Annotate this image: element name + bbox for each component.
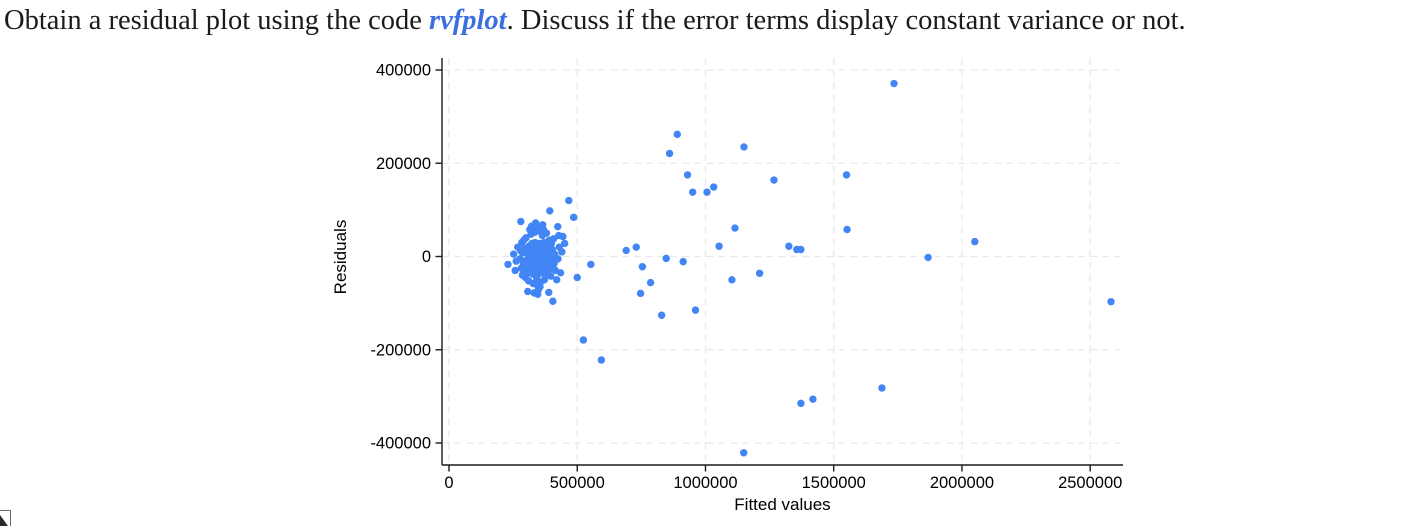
- y-tick-label: 400000: [376, 62, 431, 80]
- scatter-point: [587, 260, 595, 269]
- scatter-point: [665, 149, 674, 158]
- question-text: Obtain a residual plot using the code rv…: [4, 2, 1402, 40]
- scatter-point: [519, 259, 528, 268]
- scatter-point: [715, 242, 723, 250]
- scatter-point: [657, 311, 666, 319]
- scatter-point: [517, 217, 525, 226]
- scatter-point: [691, 306, 700, 314]
- scatter-point: [809, 395, 817, 403]
- scatter-point: [524, 287, 532, 296]
- scatter-point: [636, 289, 645, 298]
- scatter-point: [545, 288, 553, 297]
- scatter-point: [556, 269, 565, 277]
- scatter-point: [842, 171, 851, 179]
- scatter-point: [785, 242, 793, 250]
- question-code-rvfplot: rvfplot: [429, 5, 507, 36]
- scatter-point: [520, 266, 529, 275]
- x-tick-label: 500000: [550, 474, 605, 492]
- x-tick-label: 2000000: [930, 474, 994, 492]
- scatter-point: [565, 196, 573, 205]
- scatter-point: [924, 253, 932, 262]
- scatter-point: [522, 234, 530, 242]
- scatter-point: [521, 244, 529, 252]
- scatter-point: [683, 171, 692, 179]
- x-axis-title: Fitted values: [734, 495, 830, 514]
- scatter-point: [740, 143, 748, 151]
- x-tick-label: 1500000: [802, 474, 866, 492]
- scatter-point: [679, 257, 687, 266]
- scatter-point: [597, 356, 606, 364]
- scatter-point: [890, 79, 898, 88]
- scatter-point: [688, 188, 697, 196]
- scatter-point: [534, 290, 542, 298]
- scatter-point: [673, 130, 681, 139]
- scatter-point: [511, 266, 519, 275]
- y-tick-label: -400000: [370, 435, 431, 453]
- scatter-point: [554, 222, 562, 231]
- scatter-point: [554, 255, 562, 263]
- x-tick-label: 0: [444, 474, 453, 492]
- question-text-before: Obtain a residual plot using the code: [4, 5, 430, 36]
- scatter-point: [728, 276, 736, 284]
- scatter-point: [549, 297, 557, 305]
- scatter-point: [573, 273, 581, 282]
- scatter-point: [538, 221, 547, 229]
- scatter-point: [709, 183, 718, 191]
- scatter-point: [512, 257, 520, 265]
- scatter-point: [646, 278, 655, 287]
- scatter-point: [878, 384, 886, 392]
- x-tick-label: 1000000: [673, 474, 737, 492]
- scatter-point: [739, 449, 748, 457]
- scatter-point: [509, 250, 518, 258]
- scatter-point: [731, 224, 739, 232]
- clipped-corner-glyph: [0, 515, 8, 526]
- y-tick-label: 0: [422, 248, 431, 266]
- scatter-point: [546, 207, 554, 215]
- scatter-point: [632, 243, 640, 251]
- scatter-point: [770, 176, 778, 184]
- scatter-point: [843, 225, 851, 234]
- scatter-point: [559, 232, 567, 241]
- scatter-point: [755, 269, 764, 277]
- scatter-point: [662, 254, 670, 263]
- question-text-after: . Discuss if the error terms display con…: [506, 5, 1186, 36]
- scatter-point: [638, 263, 647, 271]
- scatter-point: [569, 213, 578, 222]
- scatter-point: [540, 276, 549, 284]
- scatter-point: [703, 188, 711, 196]
- scatter-point: [1107, 298, 1115, 306]
- scatter-point: [558, 248, 566, 256]
- scatter-point: [504, 260, 512, 269]
- scatter-point: [797, 245, 805, 254]
- scatter-point: [622, 246, 630, 255]
- scatter-point: [797, 399, 805, 408]
- scatter-point: [579, 336, 588, 344]
- scatter-point: [560, 239, 569, 248]
- y-tick-label: -200000: [370, 341, 431, 359]
- scatter-point: [514, 243, 522, 251]
- x-tick-label: 2500000: [1058, 474, 1122, 492]
- clipped-corner-icon: [0, 510, 11, 526]
- y-tick-label: 200000: [376, 155, 431, 173]
- y-axis-title: Residuals: [331, 220, 350, 295]
- scatter-point: [547, 272, 555, 280]
- scatter-point: [971, 237, 979, 246]
- scatter-point: [553, 276, 561, 284]
